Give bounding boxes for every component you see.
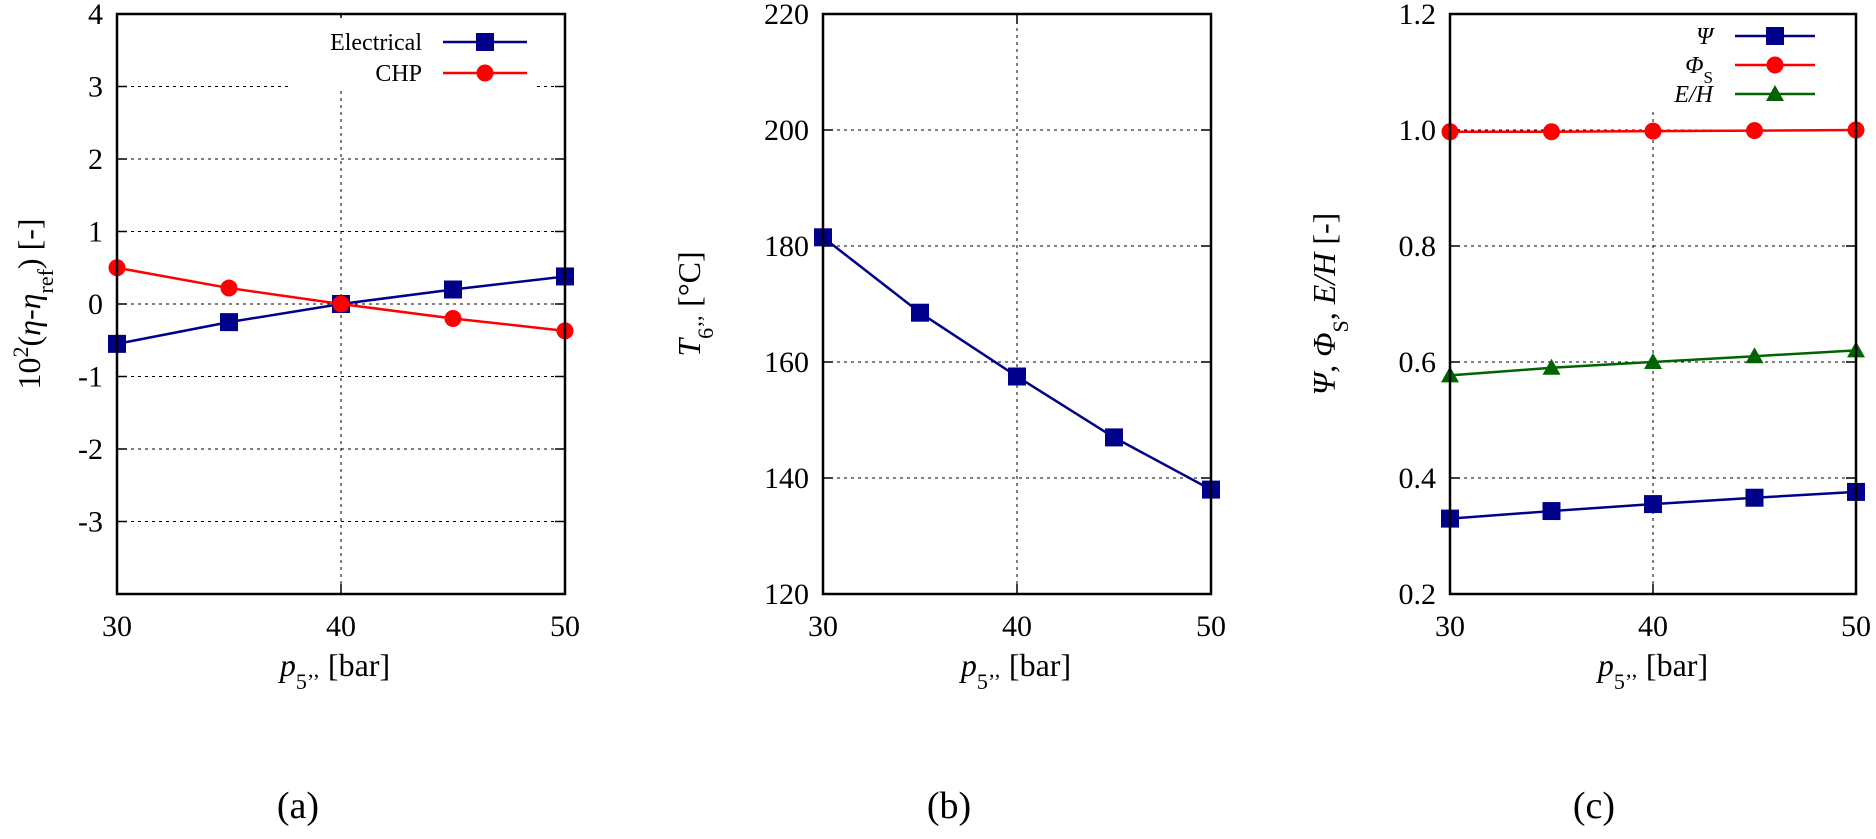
legend-label: CHP — [375, 61, 422, 87]
x-tick-label: 50 — [1841, 610, 1871, 643]
legend-marker — [1766, 56, 1784, 74]
x-tick-label: 50 — [550, 610, 580, 643]
data-point — [911, 303, 929, 322]
data-point — [332, 295, 350, 313]
data-point — [1542, 358, 1561, 375]
data-point — [1745, 488, 1764, 507]
panel-caption: (c) — [1573, 785, 1615, 827]
y-tick-label: -1 — [78, 361, 103, 394]
y-tick-label: -2 — [78, 433, 103, 466]
data-point — [1008, 367, 1026, 386]
legend-marker — [1766, 27, 1784, 45]
y-axis-label: 102(η-ηref) [-] — [8, 218, 58, 389]
data-point — [1746, 122, 1763, 140]
y-tick-label: 0.8 — [1399, 230, 1437, 263]
x-axis-label: p5’’ [bar] — [278, 647, 390, 694]
x-tick-label: 30 — [1435, 610, 1465, 643]
legend-label: Ψ — [1696, 24, 1715, 50]
legend-label: ΦS — [1685, 53, 1713, 87]
data-point — [1543, 123, 1560, 141]
chart-a: -3 -2 -1 0 1 2 3 4 30 40 50 Electrical CHP p5’’ [bar]… — [8, 0, 581, 827]
x-tick-label: 40 — [326, 610, 356, 643]
legend-marker — [476, 64, 494, 82]
data-point — [1644, 353, 1662, 369]
y-axis-label: T6’’ [°C] — [671, 251, 718, 356]
x-tick-label: 50 — [1196, 610, 1226, 643]
y-tick-label: 200 — [764, 114, 809, 147]
x-tick-label: 40 — [1002, 610, 1032, 643]
chart-c: 0.2 0.4 0.6 0.8 1.0 1.2 30 40 50 Ψ ΦSE/H p5’’ [bar]… — [1306, 0, 1871, 827]
chart-b: 120 140 160 180 200 220 30 40 50 p5’’ [bar] T6’’ [… — [671, 0, 1226, 827]
plot-frame — [115, 12, 567, 596]
data-point — [1644, 495, 1662, 514]
y-tick-label: 0.6 — [1399, 346, 1437, 379]
y-tick-label: 220 — [764, 0, 809, 31]
y-tick-label: 3 — [88, 71, 103, 104]
x-tick-label: 40 — [1638, 610, 1668, 643]
plot-frame — [821, 12, 1213, 596]
data-point — [220, 313, 238, 332]
y-tick-label: 1.2 — [1399, 0, 1437, 31]
data-point — [444, 280, 462, 299]
legend-marker — [1766, 85, 1784, 101]
panel-caption: (a) — [277, 785, 319, 827]
data-point — [1105, 428, 1123, 447]
y-tick-label: 2 — [88, 143, 103, 176]
y-tick-label: 0 — [88, 288, 103, 321]
y-tick-label: 140 — [764, 462, 809, 495]
data-point — [1745, 347, 1764, 364]
y-tick-label: 4 — [88, 0, 103, 31]
y-tick-label: 120 — [764, 578, 809, 611]
data-point — [1542, 502, 1561, 521]
data-point — [1644, 122, 1662, 140]
legend-backdrop — [292, 18, 537, 90]
panel-caption: (b) — [927, 785, 971, 827]
y-tick-label: -3 — [78, 506, 103, 539]
x-tick-label: 30 — [808, 610, 838, 643]
y-tick-label: 0.2 — [1399, 578, 1437, 611]
y-tick-label: 160 — [764, 346, 809, 379]
y-tick-label: 180 — [764, 230, 809, 263]
data-point — [220, 279, 238, 297]
legend-label: E/H — [1673, 82, 1714, 108]
legend-marker — [476, 33, 494, 51]
x-tick-label: 30 — [102, 610, 132, 643]
y-axis-label: Ψ, ΦS, E/H [-] — [1306, 213, 1353, 396]
data-point — [444, 310, 462, 327]
x-axis-label: p5’’ [bar] — [959, 647, 1071, 694]
legend-label: Electrical — [330, 30, 422, 56]
y-tick-label: 1 — [88, 216, 103, 249]
plot-frame — [1448, 12, 1858, 596]
y-tick-label: 0.4 — [1399, 462, 1437, 495]
x-axis-label: p5’’ [bar] — [1596, 647, 1708, 694]
y-tick-label: 1.0 — [1399, 114, 1437, 147]
